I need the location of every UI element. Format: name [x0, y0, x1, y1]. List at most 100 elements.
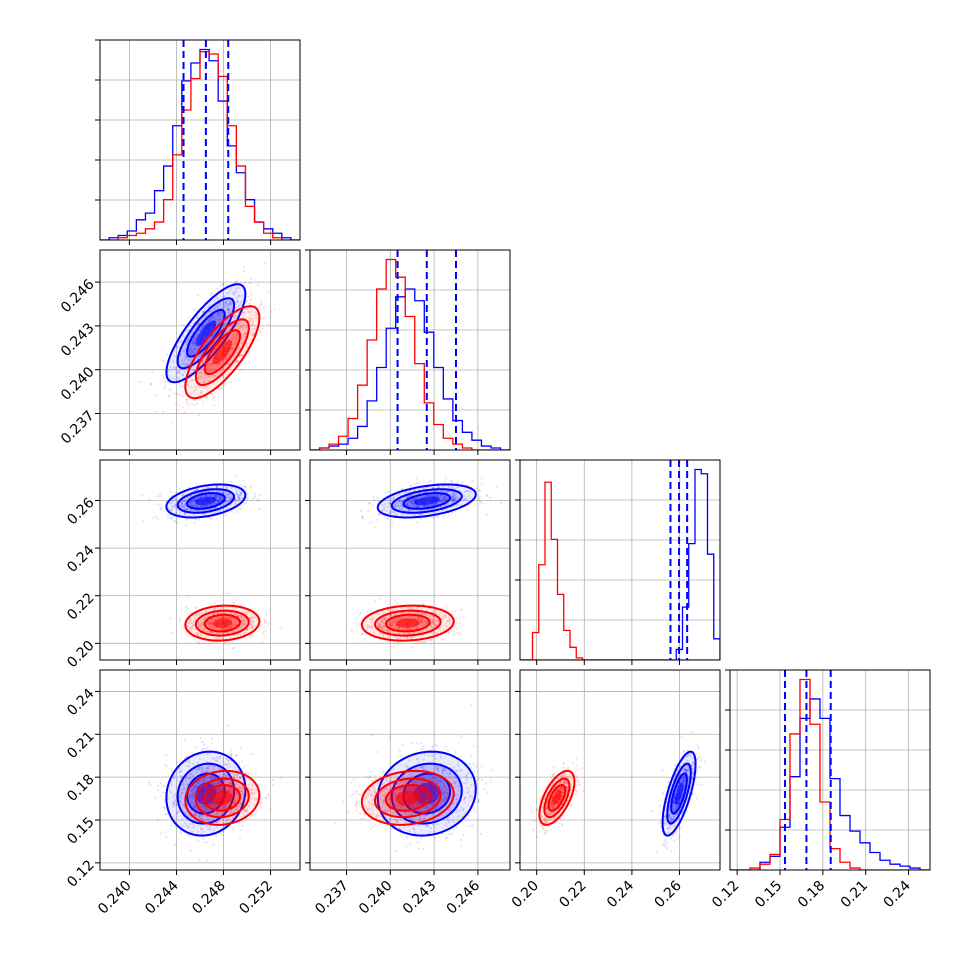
scatter-point: [229, 626, 232, 629]
scatter-point: [175, 812, 178, 815]
scatter-point: [179, 501, 183, 504]
scatter-point: [247, 310, 250, 313]
scatter-point: [181, 373, 184, 376]
scatter-point: [163, 807, 166, 810]
scatter-point: [193, 348, 196, 351]
scatter-point: [228, 290, 231, 294]
scatter-point: [191, 794, 194, 797]
scatter-point: [244, 486, 247, 489]
scatter-point: [454, 496, 458, 499]
scatter-point: [190, 331, 193, 335]
scatter-point: [162, 410, 165, 413]
scatter-point: [188, 627, 191, 630]
scatter-point: [225, 305, 228, 308]
scatter-point: [417, 616, 420, 619]
scatter-point: [229, 302, 232, 305]
scatter-point: [400, 504, 403, 507]
scatter-point: [179, 831, 183, 835]
scatter-point: [450, 501, 453, 504]
scatter-point: [422, 487, 425, 490]
scatter-point: [378, 512, 381, 516]
scatter-point: [197, 394, 200, 397]
scatter-point: [213, 618, 216, 621]
scatter-point: [241, 824, 244, 827]
scatter-point: [217, 314, 220, 317]
scatter-point: [228, 616, 231, 619]
scatter-point: [173, 519, 177, 523]
scatter-point: [207, 764, 210, 767]
scatter-point: [212, 765, 216, 768]
scatter-point: [435, 495, 439, 498]
scatter-point: [212, 367, 215, 370]
scatter-point: [157, 784, 160, 787]
scatter-point: [192, 504, 195, 507]
scatter-point: [245, 613, 248, 616]
scatter-point: [216, 305, 219, 308]
scatter-point: [209, 622, 212, 625]
scatter-point: [230, 303, 233, 306]
scatter-point: [189, 622, 192, 625]
scatter-point: [428, 615, 431, 618]
scatter-point: [244, 617, 247, 621]
scatter-point: [398, 505, 401, 508]
scatter-point: [383, 507, 386, 510]
scatter-point: [229, 328, 232, 331]
panel-content: [139, 262, 276, 425]
scatter-point: [226, 356, 229, 359]
scatter-point: [425, 614, 428, 618]
scatter-point: [417, 504, 420, 507]
scatter-point: [197, 768, 200, 771]
scatter-point: [215, 296, 218, 299]
scatter-point: [227, 328, 230, 331]
scatter-point: [438, 612, 441, 615]
scatter-point: [206, 367, 210, 370]
scatter-point: [230, 347, 233, 350]
scatter-point: [211, 318, 214, 321]
scatter-point: [425, 629, 428, 632]
scatter-point: [215, 495, 218, 498]
scatter-point: [217, 757, 220, 760]
scatter-point: [207, 361, 210, 364]
scatter-point: [196, 509, 199, 512]
scatter-point: [235, 613, 238, 616]
scatter-point: [187, 338, 190, 341]
scatter-point: [226, 627, 229, 631]
scatter-point: [213, 404, 216, 407]
scatter-point: [193, 497, 196, 500]
scatter-point: [411, 500, 414, 503]
scatter-point: [219, 387, 222, 390]
scatter-point: [238, 497, 241, 500]
scatter-point: [204, 345, 207, 348]
scatter-point: [383, 617, 386, 620]
scatter-point: [218, 344, 221, 347]
contour-line-series-0: [402, 492, 452, 510]
scatter-point: [440, 499, 444, 502]
scatter-point: [264, 262, 267, 265]
scatter-point: [216, 313, 219, 316]
scatter-point: [238, 322, 241, 325]
scatter-point: [409, 490, 412, 493]
scatter-point: [229, 300, 232, 303]
scatter-point: [422, 624, 425, 627]
scatter-point: [406, 502, 409, 505]
scatter-point: [191, 801, 194, 804]
scatter-point: [244, 485, 247, 488]
scatter-point: [182, 361, 185, 365]
scatter-point: [201, 623, 204, 626]
scatter-point: [202, 364, 205, 367]
scatter-point: [444, 614, 447, 617]
scatter-point: [196, 504, 199, 507]
scatter-point: [183, 500, 186, 503]
scatter-point: [217, 495, 220, 499]
scatter-point: [228, 625, 232, 629]
scatter-point: [188, 348, 191, 351]
scatter-point: [418, 513, 422, 516]
scatter-point: [416, 505, 419, 508]
scatter-point: [207, 350, 210, 353]
scatter-point: [173, 825, 177, 828]
scatter-point: [211, 617, 214, 621]
scatter-point: [180, 494, 183, 497]
scatter-point: [446, 502, 449, 505]
scatter-point: [206, 620, 209, 623]
scatter-point: [185, 366, 188, 369]
